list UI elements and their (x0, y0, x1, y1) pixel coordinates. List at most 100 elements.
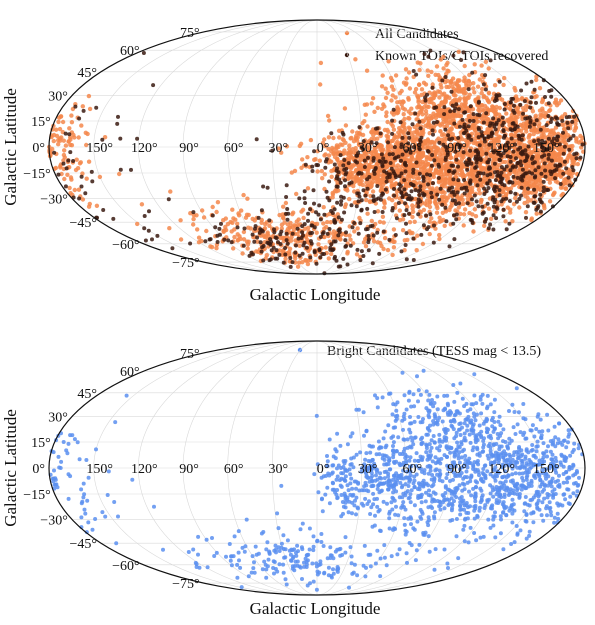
data-point (66, 158, 71, 163)
data-point (402, 213, 407, 218)
data-point (472, 193, 477, 198)
data-point (407, 220, 413, 225)
data-point (477, 113, 482, 118)
data-point (553, 115, 558, 120)
data-point (507, 409, 511, 413)
data-point (483, 87, 488, 92)
data-point (403, 169, 408, 174)
data-point (532, 87, 537, 92)
data-point (421, 118, 427, 123)
lon-tick-label: 150° (533, 141, 560, 156)
lon-gridline (227, 19, 318, 275)
data-point (229, 240, 234, 245)
data-point (365, 211, 370, 216)
lon-tick-label: 120° (131, 141, 158, 156)
data-point (74, 157, 79, 162)
data-point (382, 235, 388, 241)
data-point (501, 82, 506, 88)
data-point (571, 168, 576, 173)
data-point (371, 175, 376, 181)
data-point (543, 95, 547, 99)
data-point (371, 239, 377, 244)
data-point (407, 211, 411, 216)
data-point (53, 127, 59, 132)
data-point (551, 128, 556, 133)
data-point (455, 87, 460, 92)
data-point (437, 140, 442, 145)
data-point (524, 129, 529, 134)
data-point (549, 116, 554, 121)
legend-marker-all-candidates (344, 30, 350, 36)
data-point (578, 133, 583, 139)
data-point (452, 399, 457, 404)
data-point (380, 164, 385, 169)
data-point (495, 206, 500, 211)
data-point (297, 143, 302, 149)
data-point (318, 255, 323, 260)
data-point (411, 183, 416, 188)
data-point (414, 248, 419, 253)
data-point (369, 218, 374, 224)
data-point (325, 195, 330, 200)
data-point (342, 210, 347, 215)
data-point (428, 139, 433, 145)
data-point (549, 158, 554, 163)
data-point (566, 171, 572, 177)
data-point (348, 174, 353, 180)
data-point (350, 511, 354, 516)
data-point (365, 186, 370, 191)
data-point (430, 506, 435, 510)
data-point (479, 90, 484, 96)
data-point (426, 225, 431, 230)
data-point (456, 136, 461, 140)
data-point (558, 182, 563, 186)
data-point (532, 175, 537, 180)
data-point (454, 102, 459, 107)
data-point (235, 225, 240, 230)
data-point (497, 105, 502, 111)
data-point (402, 162, 407, 167)
data-point (387, 156, 392, 161)
data-point (267, 223, 272, 228)
data-point (449, 89, 454, 94)
data-point (370, 189, 376, 194)
data-point (491, 227, 496, 232)
data-point (443, 177, 448, 182)
data-point (534, 207, 539, 212)
data-point (207, 237, 212, 242)
data-point (553, 176, 558, 181)
data-point (492, 83, 498, 88)
data-point (364, 227, 368, 232)
data-point (499, 199, 504, 204)
data-point (514, 524, 519, 528)
y-axis-label: Galactic Latitude (1, 88, 20, 206)
data-point (421, 80, 427, 86)
data-point (544, 123, 549, 128)
data-point (502, 167, 507, 172)
data-point (254, 249, 259, 254)
data-point (425, 92, 429, 97)
data-point (499, 202, 504, 207)
data-point (283, 577, 288, 582)
data-point (474, 199, 479, 204)
data-point (458, 113, 464, 118)
data-point (335, 174, 340, 179)
data-point (448, 109, 453, 114)
data-point (483, 59, 489, 64)
data-point (393, 402, 398, 407)
data-point (339, 159, 344, 165)
data-point (264, 253, 269, 258)
data-point (413, 86, 419, 92)
data-point (443, 205, 448, 210)
data-point (453, 208, 458, 213)
data-point (63, 143, 69, 148)
data-point (303, 201, 308, 205)
data-point (168, 189, 173, 194)
data-point (311, 534, 316, 539)
data-point (547, 107, 553, 113)
data-point (377, 219, 383, 225)
data-point (431, 95, 436, 101)
data-point (432, 223, 436, 228)
data-point (86, 159, 92, 164)
data-point (215, 240, 220, 244)
